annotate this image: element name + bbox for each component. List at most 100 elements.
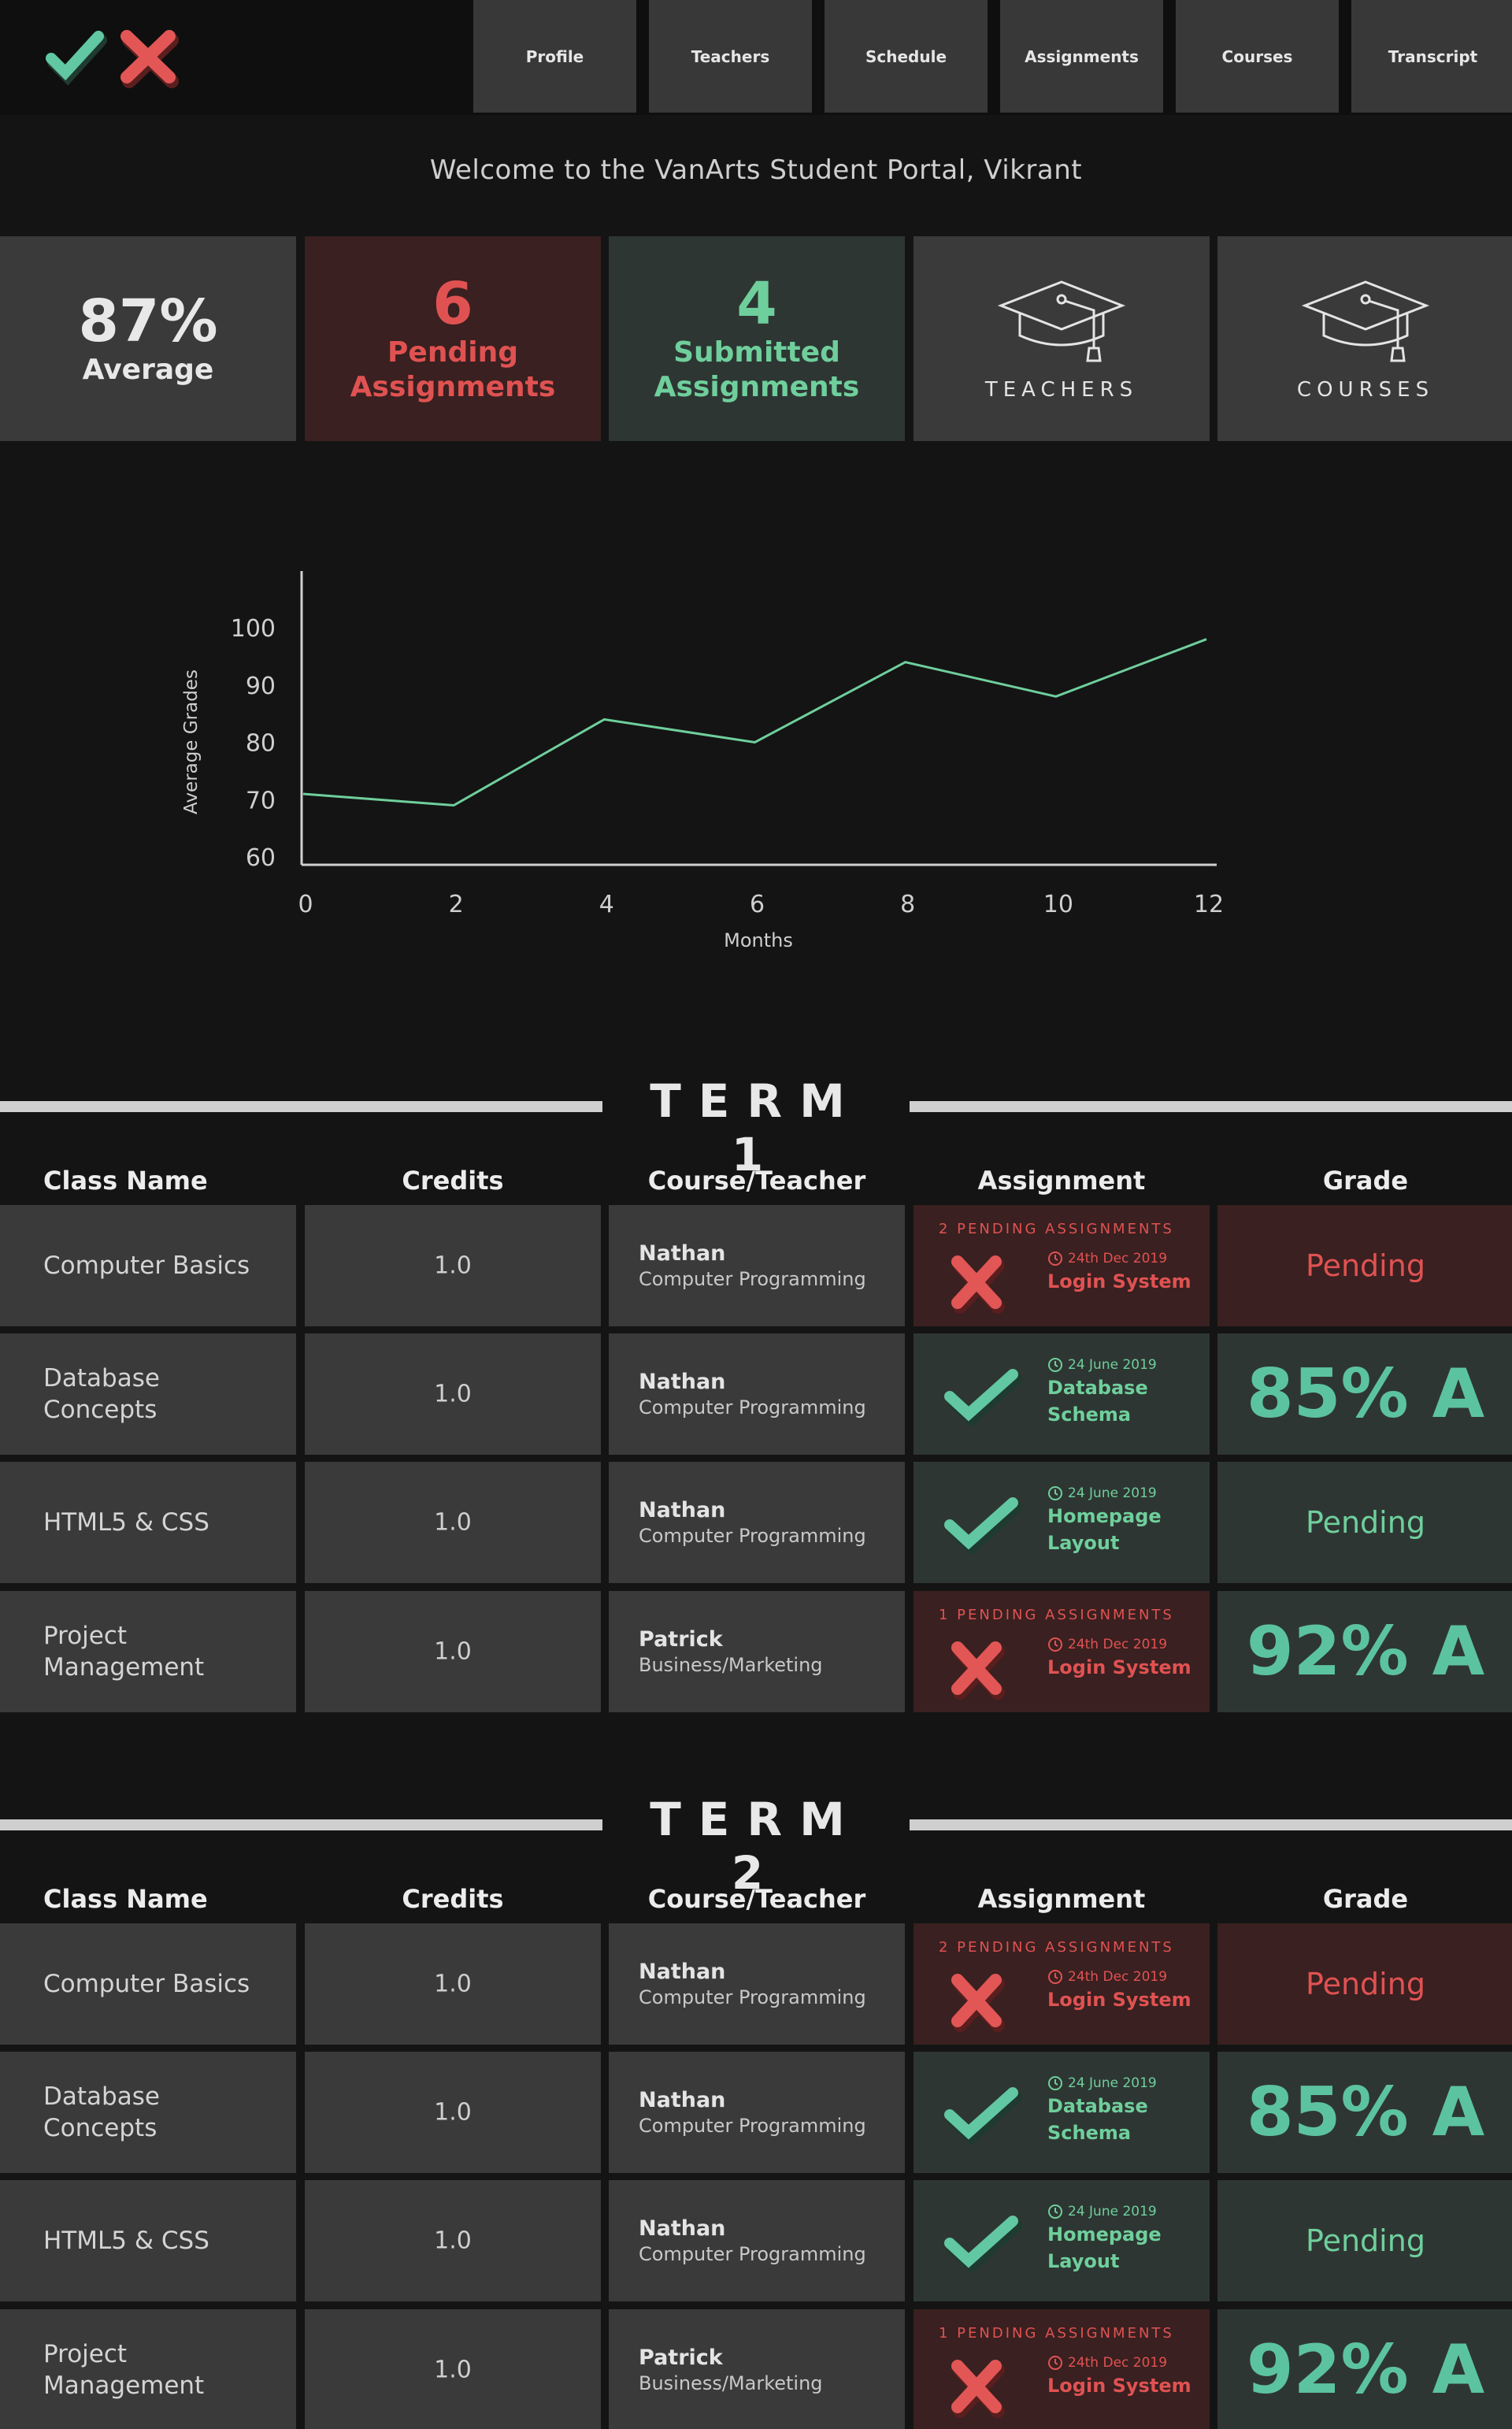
class-name-cell[interactable]: Computer Basics: [0, 1923, 296, 2045]
assignment-cell[interactable]: 1 PENDING ASSIGNMENTS 24th Dec 2019 Login …: [914, 2309, 1210, 2429]
clock-icon: [1047, 2204, 1063, 2219]
assignment-info: 24 June 2019 Homepage Layout: [1047, 1484, 1173, 1556]
nav-teachers[interactable]: Teachers: [649, 0, 812, 113]
x-icon: [937, 2355, 1016, 2418]
class-name: Project Management: [43, 1622, 205, 1682]
assignment-info: 24 June 2019 Database Schema: [1047, 2074, 1173, 2146]
y-tick-label: 80: [246, 730, 276, 758]
class-name-cell[interactable]: Project Management: [0, 1591, 296, 1712]
assignment-cell[interactable]: 2 PENDING ASSIGNMENTS 24th Dec 2019 Login …: [914, 1205, 1210, 1326]
assignment-cell[interactable]: 1 PENDING ASSIGNMENTS 24th Dec 2019 Login …: [914, 1591, 1210, 1712]
term-divider-right: [910, 1101, 1512, 1112]
credits-cell: 1.0: [305, 2180, 601, 2301]
teacher-name: Nathan: [639, 1498, 726, 1522]
class-name-cell[interactable]: Computer Basics: [0, 1205, 296, 1326]
assignment-title: Database Schema: [1047, 1377, 1148, 1426]
class-name: Computer Basics: [43, 1970, 250, 1998]
check-icon: [937, 1363, 1022, 1427]
course-teacher-cell[interactable]: Patrick Business/Marketing: [609, 2309, 905, 2429]
assignment-cell[interactable]: 24 June 2019 Homepage Layout: [914, 1462, 1210, 1583]
graduation-cap-icon: [1301, 280, 1430, 362]
assignment-title: Login System: [1047, 1270, 1191, 1292]
term-title: TERM 1: [650, 1074, 862, 1181]
clock-icon: [1047, 1485, 1063, 1501]
credits-value: 1.0: [434, 1380, 472, 1408]
class-name: Database Concepts: [43, 1364, 160, 1424]
course-teacher-cell[interactable]: Nathan Computer Programming: [609, 1333, 905, 1455]
pending-assignments-count: 2 PENDING ASSIGNMENTS: [939, 1939, 1174, 1956]
term-divider-left: [0, 1101, 602, 1112]
assignment-cell[interactable]: 24 June 2019 Database Schema: [914, 1333, 1210, 1455]
course-name: Computer Programming: [639, 1986, 866, 2008]
assignment-date: 24 June 2019: [1068, 1485, 1157, 1501]
teachers-label: TEACHERS: [984, 378, 1139, 402]
assignment-info: 24th Dec 2019 Login System: [1047, 1249, 1191, 1295]
x-tick-label: 10: [1043, 891, 1073, 918]
submitted-count: 4: [736, 270, 777, 338]
class-name-cell[interactable]: Database Concepts: [0, 1333, 296, 1455]
average-label: Average: [82, 354, 214, 386]
y-tick-label: 60: [246, 844, 276, 872]
teachers-card[interactable]: TEACHERS: [914, 236, 1210, 441]
nav-schedule[interactable]: Schedule: [825, 0, 988, 113]
y-tick-label: 70: [246, 787, 276, 814]
course-name: Computer Programming: [639, 1268, 866, 1290]
credits-value: 1.0: [434, 1637, 472, 1666]
clock-icon: [1047, 1251, 1063, 1266]
class-name-cell[interactable]: HTML5 & CSS: [0, 1462, 296, 1583]
grade-cell: 85% A: [1217, 1333, 1512, 1455]
assignment-cell[interactable]: 24 June 2019 Database Schema: [914, 2052, 1210, 2173]
clock-icon: [1047, 1357, 1063, 1373]
class-name-cell[interactable]: HTML5 & CSS: [0, 2180, 296, 2301]
course-teacher-cell[interactable]: Nathan Computer Programming: [609, 1462, 905, 1583]
grade-value: 85% A: [1246, 2073, 1485, 2152]
assignment-cell[interactable]: 2 PENDING ASSIGNMENTS 24th Dec 2019 Login …: [914, 1923, 1210, 2045]
nav-profile[interactable]: Profile: [473, 0, 636, 113]
teacher-name: Nathan: [639, 2216, 726, 2241]
nav-assignments[interactable]: Assignments: [1000, 0, 1163, 113]
x-tick-label: 0: [298, 891, 313, 918]
credits-value: 1.0: [434, 2356, 472, 2384]
credits-cell: 1.0: [305, 1923, 601, 2045]
grade-pending: Pending: [1306, 1505, 1425, 1540]
course-teacher-cell[interactable]: Nathan Computer Programming: [609, 2052, 905, 2173]
assignment-title: Database Schema: [1047, 2095, 1148, 2144]
header-assignment: Assignment: [977, 1166, 1146, 1196]
course-teacher-cell[interactable]: Nathan Computer Programming: [609, 1205, 905, 1326]
class-name-cell[interactable]: Project Management: [0, 2309, 296, 2429]
assignment-date-row: 24th Dec 2019: [1047, 1967, 1191, 1986]
grade-cell: Pending: [1217, 1462, 1512, 1583]
teacher-info: Patrick Business/Marketing: [639, 1626, 823, 1677]
course-teacher-cell[interactable]: Nathan Computer Programming: [609, 2180, 905, 2301]
term-divider-right: [910, 1819, 1512, 1830]
grade-cell: 92% A: [1217, 2309, 1512, 2429]
pending-card[interactable]: 6 Pending Assignments: [305, 236, 601, 441]
class-name: Database Concepts: [43, 2082, 160, 2142]
course-teacher-cell[interactable]: Patrick Business/Marketing: [609, 1591, 905, 1712]
term-divider-left: [0, 1819, 602, 1830]
header-course-teacher: Course/Teacher: [647, 1166, 866, 1196]
header: Profile Teachers Schedule Assignments Co…: [0, 0, 1512, 115]
assignment-info: 24th Dec 2019 Login System: [1047, 1635, 1191, 1681]
average-grades-chart: 60 70 80 90 100 0 2 4 6 8 10 12 Months Average Grades: [181, 571, 1224, 951]
teacher-name: Patrick: [639, 1627, 723, 1652]
assignment-date-row: 24 June 2019: [1047, 2202, 1173, 2221]
header-grade: Grade: [1322, 1166, 1409, 1196]
header-credits: Credits: [402, 1884, 504, 1914]
assignment-title: Login System: [1047, 1656, 1191, 1678]
nav-transcript[interactable]: Transcript: [1351, 0, 1512, 113]
nav-courses[interactable]: Courses: [1176, 0, 1339, 113]
course-teacher-cell[interactable]: Nathan Computer Programming: [609, 1923, 905, 2045]
assignment-date: 24th Dec 2019: [1068, 2355, 1168, 2371]
assignment-cell[interactable]: 24 June 2019 Homepage Layout: [914, 2180, 1210, 2301]
submitted-card[interactable]: 4 Submitted Assignments: [609, 236, 905, 441]
class-name: Project Management: [43, 2340, 205, 2400]
courses-card[interactable]: COURSES: [1217, 236, 1512, 441]
average-value: 87%: [78, 287, 218, 355]
assignment-date-row: 24 June 2019: [1047, 2074, 1173, 2093]
assignment-date-row: 24th Dec 2019: [1047, 1635, 1191, 1654]
credits-cell: 1.0: [305, 2052, 601, 2173]
logo-check-x-icon[interactable]: [43, 25, 201, 88]
header-class-name: Class Name: [43, 1884, 208, 1914]
class-name-cell[interactable]: Database Concepts: [0, 2052, 296, 2173]
